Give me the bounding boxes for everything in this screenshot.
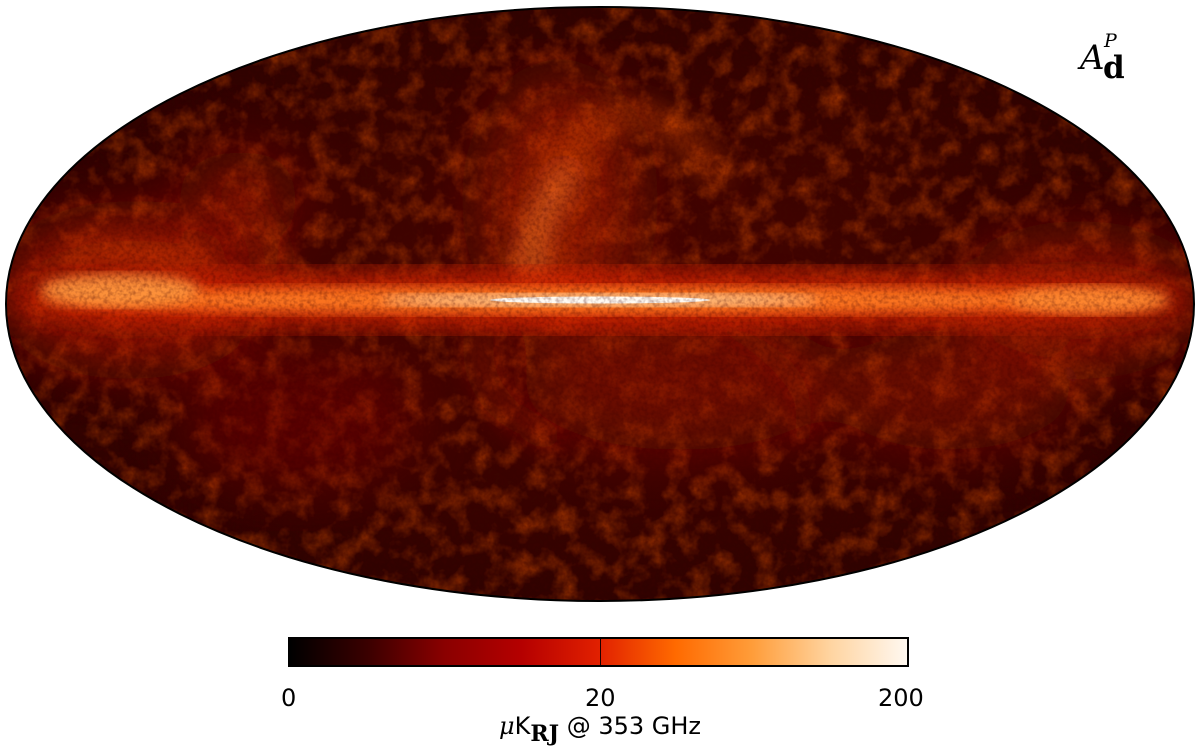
- unit-suffix: @ 353 GHz: [559, 712, 701, 740]
- colorbar-mid-tick: [600, 639, 601, 665]
- title-symbol: A: [1080, 38, 1105, 78]
- map-outline: [5, 6, 1195, 602]
- map-disk: [6, 7, 1194, 601]
- tick-label-mid: 20: [585, 684, 616, 712]
- title-superscript: P: [1104, 30, 1117, 52]
- map-title: A P d: [1080, 28, 1180, 88]
- unit-prefix: μ: [499, 712, 515, 740]
- tick-label-min: 0: [281, 684, 297, 712]
- colorbar: [288, 637, 909, 667]
- unit-main: K: [514, 712, 531, 740]
- unit-label: μKRJ @ 353 GHz: [0, 712, 1200, 747]
- tick-label-max: 200: [878, 684, 924, 712]
- unit-subscript: RJ: [530, 721, 560, 747]
- title-subscript: d: [1103, 50, 1125, 86]
